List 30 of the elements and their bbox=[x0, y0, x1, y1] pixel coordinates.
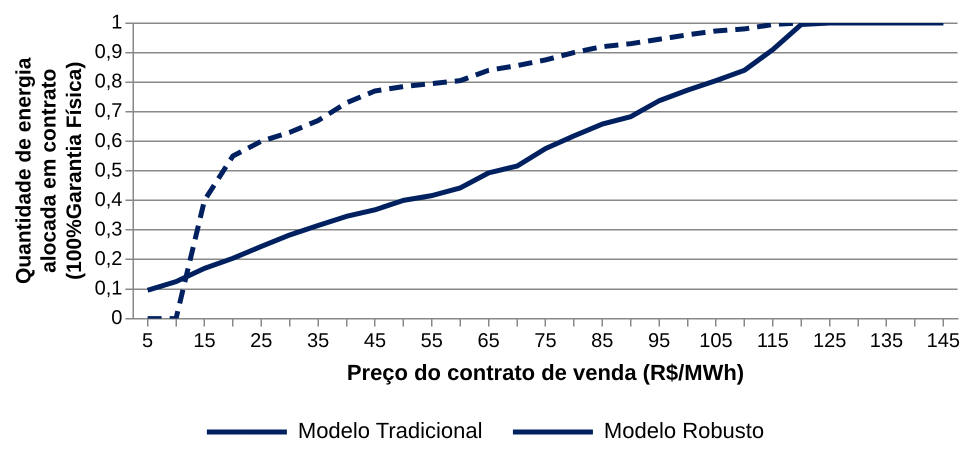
y-tick-label: 0,1 bbox=[94, 278, 122, 300]
y-tick-label: 0,8 bbox=[94, 70, 122, 93]
x-tick-label: 145 bbox=[926, 330, 960, 352]
legend-label: Modelo Robusto bbox=[604, 418, 764, 444]
x-tick-label: 65 bbox=[478, 330, 500, 352]
y-axis-title: Quantidade de energia alocada em contrato (100%Garantia Física) bbox=[12, 57, 86, 284]
x-tick-label: 25 bbox=[250, 330, 272, 352]
x-tick-label: 95 bbox=[648, 330, 670, 352]
x-tick-label: 115 bbox=[756, 330, 789, 352]
x-tick-label: 35 bbox=[306, 330, 330, 352]
y-tick-label: 0,5 bbox=[94, 159, 122, 182]
y-tick-label: 0 bbox=[111, 307, 122, 330]
y-tick-label: 0,6 bbox=[94, 130, 122, 152]
x-tick-label: 55 bbox=[420, 330, 443, 352]
x-tick-label: 15 bbox=[193, 330, 216, 352]
y-tick-label: 0,2 bbox=[94, 248, 122, 270]
x-tick-label: 105 bbox=[699, 330, 733, 352]
y-tick-label: 1 bbox=[111, 12, 122, 34]
x-axis-title: Preço do contrato de venda (R$/MWh) bbox=[346, 360, 744, 385]
x-tick-label: 125 bbox=[812, 330, 846, 352]
x-tick-label: 45 bbox=[364, 330, 386, 352]
y-tick-label: 0,7 bbox=[94, 100, 122, 122]
y-tick-label: 0,4 bbox=[94, 188, 122, 211]
x-tick-label: 75 bbox=[534, 330, 557, 352]
legend-label: Modelo Tradicional bbox=[298, 418, 483, 444]
y-tick-label: 0,9 bbox=[94, 41, 122, 64]
x-tick-label: 85 bbox=[591, 330, 614, 352]
y-tick-label: 0,3 bbox=[94, 218, 122, 240]
x-tick-label: 135 bbox=[870, 330, 904, 352]
x-tick-label: 5 bbox=[142, 330, 154, 352]
